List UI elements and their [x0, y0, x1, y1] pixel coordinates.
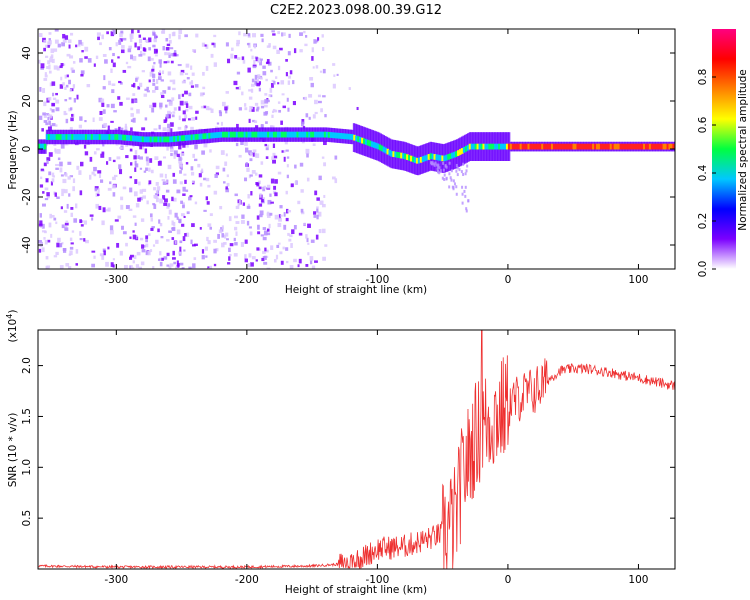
colorbar-gradient — [712, 29, 736, 269]
snr-y-tick: 1.5 — [21, 408, 33, 425]
spectrogram-y-tick: 40 — [21, 46, 33, 59]
spectrogram-x-tick: 0 — [505, 274, 512, 286]
snr-x-tick: 0 — [505, 574, 512, 586]
snr-y-tick: 1.0 — [21, 459, 33, 476]
snr-x-tick: -200 — [235, 574, 259, 586]
spectrogram-y-axis: -40 -20 0 20 40 — [21, 46, 675, 254]
spectrogram-x-tick: -200 — [235, 274, 259, 286]
colorbar-tick: 0.2 — [697, 213, 709, 230]
colorbar-tick: 0.6 — [697, 116, 709, 133]
snr-series-line — [38, 330, 675, 569]
colorbar-label: Normalized spectral amplitude — [737, 69, 749, 230]
snr-x-label: Height of straight line (km) — [285, 584, 427, 596]
spectrogram-y-tick: -20 — [21, 188, 33, 205]
snr-plot-area — [38, 330, 675, 569]
colorbar-tick: 0.8 — [697, 69, 709, 86]
snr-x-tick: -100 — [365, 574, 389, 586]
spectrogram-x-tick: -100 — [365, 274, 389, 286]
snr-y-axis: 0.5 1.0 1.5 2.0 — [21, 357, 675, 527]
spectrogram-y-tick: 20 — [21, 94, 33, 107]
spectrogram-plot-area — [38, 29, 675, 269]
figure-title: C2E2.2023.098.00.39.G12 — [270, 3, 442, 18]
colorbar-ticks: 0.0 0.2 0.4 0.6 0.8 — [697, 69, 716, 278]
colorbar: 0.0 0.2 0.4 0.6 0.8 Normalized spectral ampl… — [697, 29, 749, 277]
snr-y-label: SNR (10 * v/v) — [7, 413, 19, 488]
spectrogram-y-tick: 0 — [21, 146, 33, 153]
spectrogram-x-tick: -300 — [104, 274, 128, 286]
snr-panel: -300 -200 -100 0 100 0.5 1.0 1.5 2.0 Height of … — [5, 310, 676, 596]
snr-y-multiplier: (x104) — [5, 310, 19, 343]
spectrogram-x-tick: 100 — [628, 274, 648, 286]
snr-x-tick: 100 — [628, 574, 648, 586]
spectrogram-y-label: Frequency (Hz) — [7, 110, 19, 189]
spectrogram-x-axis: -300 -200 -100 0 100 — [104, 29, 648, 286]
snr-y-tick: 2.0 — [21, 357, 33, 374]
spectrogram-y-tick: -40 — [21, 236, 33, 253]
snr-x-tick: -300 — [104, 574, 128, 586]
snr-y-tick: 0.5 — [21, 510, 33, 527]
snr-x-axis: -300 -200 -100 0 100 — [104, 330, 648, 586]
colorbar-tick: 0.0 — [697, 261, 709, 278]
spectrogram-ridge — [38, 123, 675, 213]
spectrogram-x-label: Height of straight line (km) — [285, 284, 427, 296]
spectrogram-noise — [38, 29, 359, 269]
colorbar-tick: 0.4 — [697, 164, 709, 181]
snr-frame — [37, 329, 676, 570]
